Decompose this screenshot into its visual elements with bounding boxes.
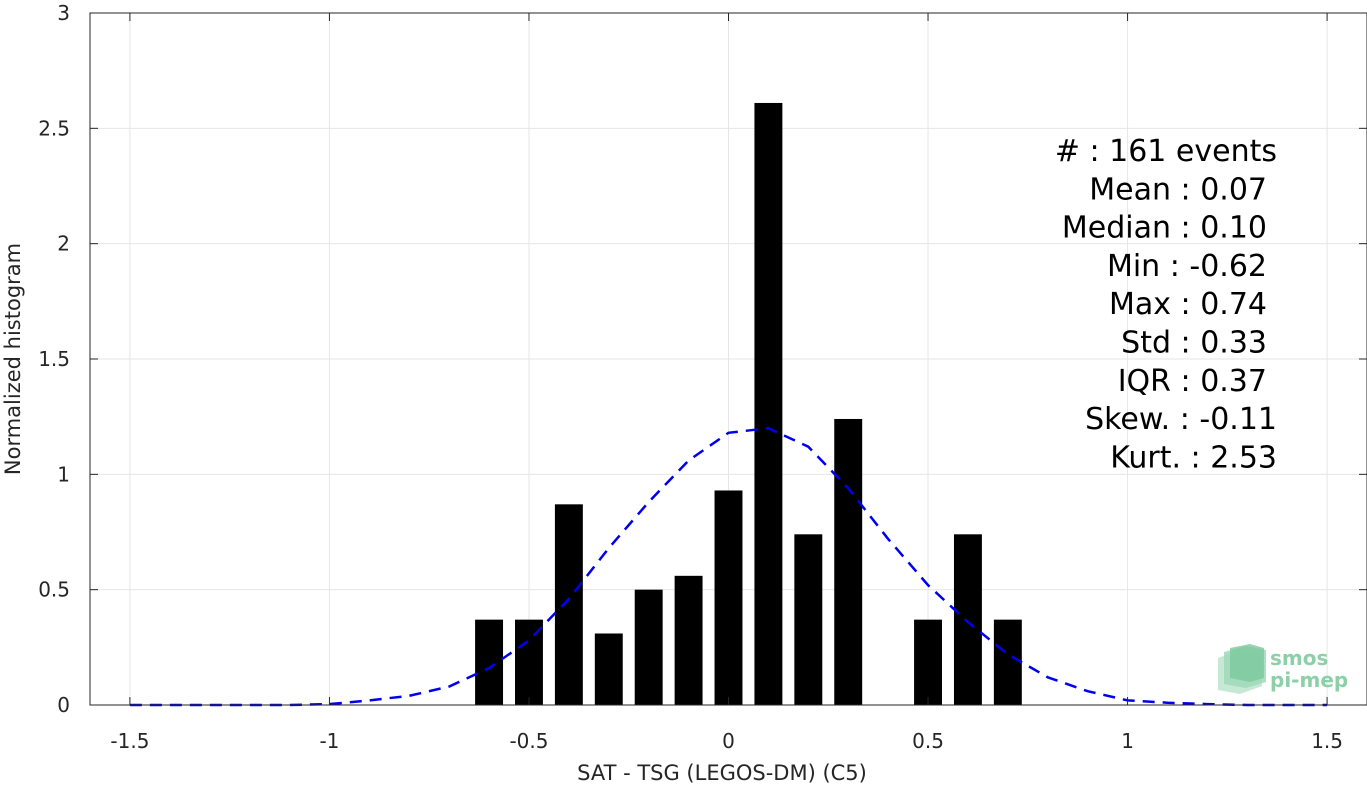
- stat-line: Max : 0.74: [1109, 287, 1267, 322]
- x-tick-labels: -1.5 -1 -0.5 0 0.5 1 1.5: [110, 729, 1343, 753]
- histogram-bar: [953, 534, 982, 705]
- axis-ticks: [90, 12, 1367, 706]
- stat-line: Mean : 0.07: [1089, 172, 1267, 207]
- y-tick-label: 1: [57, 462, 70, 486]
- y-tick-label: 2.5: [38, 116, 70, 140]
- y-tick-label: 1.5: [38, 347, 70, 371]
- y-tick-labels: 0 0.5 1 1.5 2 2.5 3: [38, 1, 70, 717]
- x-tick-label: 1: [1121, 729, 1134, 753]
- logo-text-smos: smos: [1270, 646, 1328, 670]
- histogram-bar: [554, 504, 583, 705]
- histogram-bar: [594, 633, 623, 705]
- histogram-bar: [475, 619, 504, 705]
- stat-line: Min : -0.62: [1107, 249, 1267, 284]
- histogram-bar: [674, 575, 703, 705]
- histogram-bar: [834, 418, 863, 705]
- x-tick-label: 1.5: [1311, 729, 1343, 753]
- stat-line: Std : 0.33: [1121, 326, 1267, 361]
- stat-line: # : 161 events: [1055, 134, 1277, 169]
- y-tick-label: 3: [57, 1, 70, 25]
- histogram-bar: [754, 102, 783, 705]
- smos-pi-mep-logo: smos pi-mep: [1218, 644, 1348, 694]
- histogram-bar: [515, 619, 543, 705]
- stat-line: Skew. : -0.11: [1085, 402, 1277, 437]
- stat-line: Median : 0.10: [1062, 211, 1267, 246]
- histogram-bar: [714, 490, 743, 705]
- stat-line: IQR : 0.37: [1118, 364, 1267, 399]
- y-tick-label: 0.5: [38, 578, 70, 602]
- stat-line: Kurt. : 2.53: [1110, 440, 1277, 475]
- x-tick-label: -0.5: [509, 729, 548, 753]
- histogram-bar: [993, 619, 1022, 705]
- x-tick-label: -1: [319, 729, 339, 753]
- x-tick-label: -1.5: [110, 729, 149, 753]
- x-axis-label: SAT - TSG (LEGOS-DM) (C5): [577, 761, 867, 785]
- x-tick-label: 0: [722, 729, 735, 753]
- histogram-bars: [475, 102, 1022, 705]
- histogram-bar: [634, 589, 663, 705]
- logo-mark-icon: [1218, 644, 1266, 694]
- histogram-bar: [794, 534, 823, 705]
- logo-text-pi-mep: pi-mep: [1270, 668, 1348, 692]
- y-tick-label: 2: [57, 232, 70, 256]
- y-axis-label: Normalized histogram: [1, 243, 25, 475]
- x-tick-label: 0.5: [912, 729, 944, 753]
- y-tick-label: 0: [57, 693, 70, 717]
- histogram-bar: [914, 619, 942, 705]
